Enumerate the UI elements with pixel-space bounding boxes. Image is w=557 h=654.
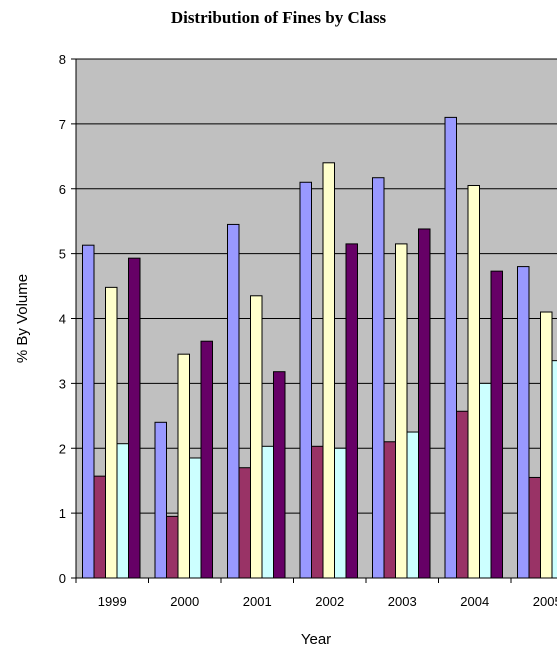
bar xyxy=(528,476,541,579)
bar xyxy=(250,295,263,579)
bar xyxy=(154,421,167,579)
y-axis-title: % By Volume xyxy=(14,274,31,363)
x-tick-label: 2004 xyxy=(460,594,489,609)
bar xyxy=(551,360,557,579)
x-tick-label: 2002 xyxy=(315,594,344,609)
y-tick-label: 0 xyxy=(59,571,66,586)
x-tick-label: 1999 xyxy=(98,594,127,609)
y-tick-label: 1 xyxy=(59,506,66,521)
bar xyxy=(456,410,469,579)
bar xyxy=(334,447,347,579)
bar xyxy=(383,441,396,579)
bar xyxy=(273,371,286,579)
x-tick-label: 2005 xyxy=(533,594,557,609)
bar xyxy=(116,443,129,579)
bar xyxy=(490,270,503,579)
x-tick-label: 2003 xyxy=(388,594,417,609)
x-tick-label: 2001 xyxy=(243,594,272,609)
bar xyxy=(322,162,335,579)
bar xyxy=(540,311,553,579)
bar xyxy=(418,228,431,579)
axes: 0 1 2 3 4 5 6 7 8 1999 2000 2001 2002 2003 2004 2005 xyxy=(59,52,557,609)
y-tick-label: 4 xyxy=(59,312,66,327)
bar xyxy=(82,244,95,579)
bar xyxy=(200,340,213,579)
bar xyxy=(177,353,190,579)
chart-title: Distribution of Fines by Class xyxy=(170,8,387,27)
bar xyxy=(227,223,240,579)
y-tick-label: 5 xyxy=(59,247,66,262)
bar xyxy=(128,257,141,579)
bar xyxy=(261,445,274,579)
bars xyxy=(82,116,557,579)
bar xyxy=(372,177,385,579)
bar xyxy=(517,266,530,579)
y-tick-label: 8 xyxy=(59,52,66,67)
bar xyxy=(467,185,480,579)
bar xyxy=(311,445,324,579)
y-tick-label: 3 xyxy=(59,376,66,391)
y-tick-label: 7 xyxy=(59,117,66,132)
x-axis-title: Year xyxy=(301,631,331,648)
bar xyxy=(238,467,251,579)
x-tick-label: 2000 xyxy=(170,594,199,609)
y-tick-label: 2 xyxy=(59,441,66,456)
bar xyxy=(189,457,202,579)
bar xyxy=(105,286,118,579)
bar xyxy=(345,243,358,579)
bar xyxy=(93,475,106,579)
bar xyxy=(395,243,408,579)
y-tick-label: 6 xyxy=(59,182,66,197)
bar xyxy=(444,116,457,579)
bar xyxy=(406,431,419,579)
bar xyxy=(479,382,492,579)
bar xyxy=(166,515,179,579)
bar xyxy=(299,181,312,579)
